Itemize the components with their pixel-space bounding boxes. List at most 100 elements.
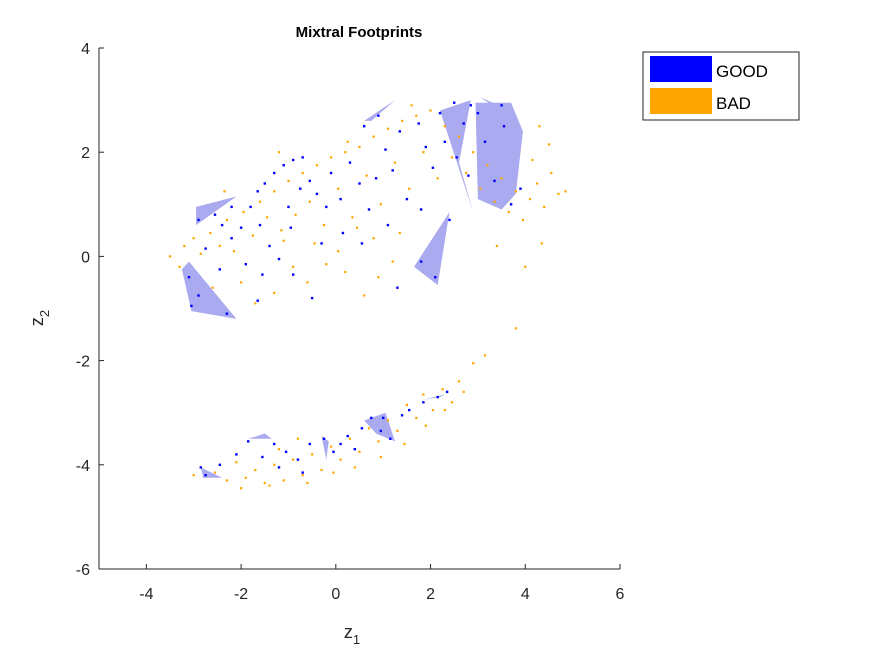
good-point-28 — [443, 140, 446, 143]
good-point-12 — [308, 179, 311, 183]
bad-point-8 — [232, 250, 236, 253]
good-point-80 — [379, 429, 382, 433]
good-point-43 — [320, 242, 323, 245]
good-point-68 — [434, 276, 437, 279]
bad-point-92 — [396, 429, 399, 432]
bad-point-1 — [178, 265, 181, 268]
good-point-21 — [384, 148, 387, 151]
bad-point-25 — [358, 145, 361, 149]
good-point-23 — [398, 130, 401, 133]
bad-point-4 — [199, 252, 202, 255]
bad-point-93 — [386, 419, 389, 422]
bad-point-23 — [344, 151, 347, 154]
bad-point-102 — [301, 474, 304, 477]
x-tick-label-3: 2 — [426, 586, 435, 603]
x-tick-label-2: 0 — [331, 586, 340, 603]
bad-point-36 — [436, 177, 439, 180]
bad-points-layer — [168, 104, 567, 490]
good-point-71 — [273, 442, 276, 446]
bad-point-114 — [268, 484, 271, 487]
bad-point-96 — [358, 450, 361, 453]
bad-point-56 — [547, 143, 551, 146]
bad-point-90 — [415, 416, 418, 419]
legend: GOOD BAD — [642, 51, 800, 121]
good-point-0 — [197, 218, 200, 222]
bad-point-79 — [346, 140, 349, 143]
bad-point-30 — [393, 161, 397, 164]
bad-point-18 — [308, 200, 311, 203]
good-point-52 — [289, 226, 292, 229]
good-point-46 — [218, 268, 221, 271]
bad-point-106 — [263, 481, 266, 485]
bad-point-80 — [410, 104, 413, 107]
good-point-76 — [332, 450, 335, 453]
good-point-70 — [396, 286, 399, 289]
bad-point-76 — [211, 286, 214, 289]
chart-title: Mixtral Footprints — [296, 24, 423, 41]
good-point-20 — [374, 177, 378, 180]
y-tick-label-4: 2 — [81, 145, 90, 162]
bad-point-68 — [377, 276, 380, 279]
good-point-47 — [187, 276, 191, 279]
good-point-94 — [301, 471, 304, 474]
bad-point-34 — [422, 151, 425, 154]
good-point-8 — [273, 171, 276, 175]
bad-point-63 — [292, 265, 295, 268]
bad-point-58 — [540, 242, 543, 245]
good-point-10 — [292, 158, 295, 162]
good-point-54 — [360, 242, 364, 245]
bad-point-107 — [254, 468, 257, 472]
bad-point-53 — [557, 192, 560, 195]
bad-point-99 — [330, 445, 333, 448]
bad-point-95 — [367, 427, 371, 430]
good-point-53 — [341, 231, 345, 235]
bad-point-61 — [254, 302, 257, 305]
bad-point-77 — [223, 190, 226, 193]
bad-point-117 — [424, 424, 427, 427]
y-tick-label-1: -4 — [76, 458, 90, 475]
good-point-84 — [422, 401, 425, 404]
bad-point-70 — [282, 239, 285, 242]
good-point-85 — [436, 395, 439, 399]
bad-point-49 — [528, 198, 532, 201]
bad-point-40 — [465, 171, 468, 175]
good-point-79 — [370, 416, 373, 420]
bad-point-3 — [192, 237, 195, 240]
bad-point-59 — [495, 244, 498, 248]
bad-point-12 — [266, 216, 269, 219]
bad-point-14 — [280, 229, 283, 232]
bad-point-44 — [493, 200, 496, 203]
good-point-86 — [445, 390, 449, 394]
good-point-75 — [322, 437, 326, 440]
bad-point-54 — [564, 190, 567, 193]
bad-point-72 — [337, 250, 340, 253]
good-point-36 — [509, 203, 513, 206]
y-tick-label-5: 4 — [81, 41, 90, 58]
good-point-90 — [204, 474, 207, 477]
bad-point-7 — [225, 218, 228, 221]
bad-point-100 — [320, 468, 323, 472]
bad-point-28 — [379, 203, 382, 206]
good-points-layer — [187, 101, 522, 477]
footprint-polygon-6 — [480, 97, 521, 124]
good-point-88 — [235, 453, 238, 456]
good-point-65 — [469, 104, 472, 107]
bad-point-15 — [287, 179, 290, 182]
bad-point-35 — [429, 109, 432, 112]
bad-point-97 — [348, 437, 352, 440]
bad-point-39 — [457, 135, 461, 138]
legend-swatch-bad — [650, 88, 712, 114]
bad-point-6 — [218, 244, 221, 248]
bad-point-52 — [550, 171, 553, 175]
good-point-29 — [455, 156, 458, 159]
bad-point-32 — [408, 187, 411, 190]
good-point-95 — [339, 442, 342, 446]
bad-point-71 — [313, 242, 316, 245]
good-point-22 — [391, 169, 394, 172]
bad-point-69 — [391, 260, 394, 263]
bad-point-113 — [240, 487, 243, 490]
good-point-44 — [268, 244, 271, 248]
bad-point-82 — [514, 327, 517, 330]
good-point-82 — [400, 414, 404, 417]
footprint-polygon-1 — [181, 261, 237, 319]
